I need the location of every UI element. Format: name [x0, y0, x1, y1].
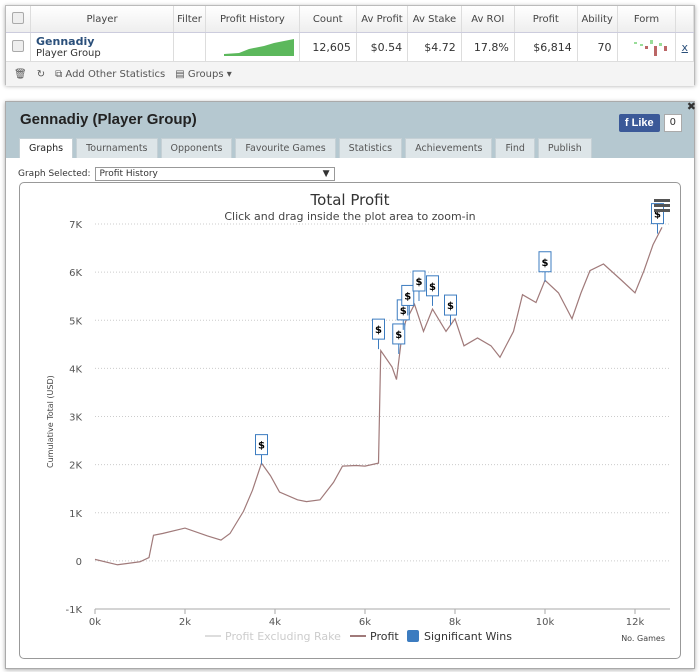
y-tick-label: -1K: [65, 605, 82, 616]
profit-value: $6,814: [514, 32, 578, 61]
y-tick-label: 5K: [69, 316, 82, 327]
significant-win-flag[interactable]: [392, 323, 406, 345]
col-av-profit[interactable]: Av Profit: [356, 6, 409, 33]
tab-statistics[interactable]: Statistics: [338, 138, 403, 158]
legend-swatch: [407, 630, 419, 642]
filter-cell: [173, 32, 207, 61]
profit-line: [94, 227, 663, 566]
profit-chart[interactable]: Total Profit Click and drag inside the pl…: [19, 182, 681, 659]
y-tick-label: 1K: [69, 509, 82, 520]
graph-selected-label: Graph Selected:: [18, 169, 91, 179]
chart-menu-icon[interactable]: [654, 209, 670, 212]
y-axis-label: Cumulative Total (USD): [46, 375, 55, 468]
close-icon[interactable]: ✖: [686, 100, 696, 113]
player-panel: Gennadiy (Player Group) f Like 0 ✖ Graphs…: [5, 100, 696, 669]
player-type: Player Group: [36, 48, 101, 59]
significant-win-flag[interactable]: [255, 434, 268, 456]
form-chart: [617, 32, 677, 61]
facebook-like-button[interactable]: f Like: [618, 114, 660, 132]
win-flag-label: $: [404, 291, 411, 302]
legend-item[interactable]: Significant Wins: [424, 630, 512, 643]
y-tick-label: 7K: [69, 220, 82, 231]
select-all-checkbox[interactable]: [12, 11, 24, 24]
tab-publish[interactable]: Publish: [537, 138, 592, 158]
chart-title: Total Profit: [310, 191, 390, 209]
col-count[interactable]: Count: [299, 6, 357, 33]
ability-value: 70: [577, 32, 618, 61]
y-tick-label: 3K: [69, 413, 82, 424]
x-tick-label: 10k: [536, 617, 555, 628]
y-tick-label: 6K: [69, 268, 82, 279]
win-flag-label: $: [375, 325, 382, 336]
add-statistics-button[interactable]: ⧉ Add Other Statistics: [55, 68, 166, 80]
significant-win-flag[interactable]: [538, 251, 552, 273]
legend-item[interactable]: Profit Excluding Rake: [225, 630, 341, 643]
col-profit-history[interactable]: Profit History: [205, 6, 300, 33]
tab-opponents[interactable]: Opponents: [160, 138, 233, 158]
col-player[interactable]: Player: [30, 6, 174, 33]
win-flag-label: $: [258, 441, 265, 452]
win-flag-label: $: [429, 282, 436, 293]
col-profit[interactable]: Profit: [514, 6, 578, 33]
x-axis-label: No. Games: [621, 634, 665, 643]
legend-item[interactable]: Profit: [370, 630, 399, 643]
av-stake-value: $4.72: [407, 32, 462, 61]
significant-win-flag[interactable]: [426, 275, 439, 297]
col-filter[interactable]: Filter: [173, 6, 207, 33]
row-checkbox[interactable]: [12, 39, 24, 52]
tab-favourite-games[interactable]: Favourite Games: [235, 138, 336, 158]
remove-row-link[interactable]: x: [675, 32, 694, 61]
tab-find[interactable]: Find: [495, 138, 535, 158]
win-flag-label: $: [395, 330, 402, 341]
win-flag-label: $: [447, 301, 454, 312]
player-name-link[interactable]: Gennadiy: [36, 35, 95, 48]
win-flag-label: $: [654, 210, 661, 221]
groups-button[interactable]: ▤ Groups ▾: [175, 68, 232, 80]
graph-select[interactable]: Profit History ▼: [94, 167, 335, 181]
refresh-icon[interactable]: ↻: [36, 68, 46, 80]
trash-icon[interactable]: 🗑: [14, 68, 27, 80]
table-row: Gennadiy Player Group 12,605 $0.54 $4.72 …: [6, 32, 694, 61]
x-tick-label: 8k: [449, 617, 461, 628]
stats-table: Player Filter Profit History Count Av Pr…: [5, 5, 695, 86]
y-tick-label: 0: [76, 557, 82, 568]
count-value: 12,605: [299, 32, 357, 61]
chart-subtitle: Click and drag inside the plot area to z…: [224, 210, 475, 223]
x-tick-label: 0k: [89, 617, 101, 628]
significant-win-flag[interactable]: [401, 284, 415, 306]
profit-sparkline: [205, 32, 300, 61]
significant-win-flag[interactable]: [651, 203, 664, 225]
av-roi-value: 17.8%: [461, 32, 515, 61]
chart-menu-icon[interactable]: [654, 204, 670, 207]
win-flag-label: $: [416, 277, 423, 288]
significant-win-flag[interactable]: [372, 318, 385, 340]
x-tick-label: 2k: [179, 617, 191, 628]
av-profit-value: $0.54: [356, 32, 409, 61]
panel-title: Gennadiy (Player Group): [20, 111, 197, 128]
x-tick-label: 4k: [269, 617, 281, 628]
win-flag-label: $: [400, 306, 407, 317]
significant-win-flag[interactable]: [444, 294, 457, 316]
col-ability[interactable]: Ability: [577, 6, 618, 33]
col-form[interactable]: Form: [617, 6, 677, 33]
y-tick-label: 4K: [69, 364, 82, 375]
x-tick-label: 12k: [626, 617, 645, 628]
win-flag-label: $: [542, 258, 549, 269]
like-count: 0: [663, 114, 682, 132]
tab-graphs[interactable]: Graphs: [19, 138, 74, 158]
significant-win-flag[interactable]: [412, 270, 426, 292]
chart-menu-icon[interactable]: [654, 199, 670, 202]
y-tick-label: 2K: [69, 461, 82, 472]
x-tick-label: 6k: [359, 617, 371, 628]
tab-tournaments[interactable]: Tournaments: [76, 138, 158, 158]
col-av-roi[interactable]: Av ROI: [461, 6, 515, 33]
col-av-stake[interactable]: Av Stake: [407, 6, 462, 33]
tab-achievements[interactable]: Achievements: [405, 138, 493, 158]
